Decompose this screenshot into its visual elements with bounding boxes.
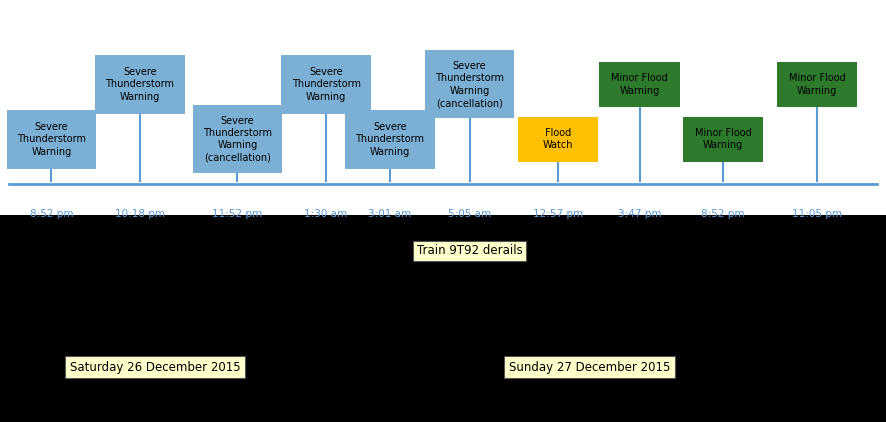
Text: 12:57 pm: 12:57 pm bbox=[533, 209, 583, 219]
Text: 1:30 am: 1:30 am bbox=[305, 209, 347, 219]
Text: 11:05 pm: 11:05 pm bbox=[792, 209, 842, 219]
FancyBboxPatch shape bbox=[0, 215, 886, 422]
FancyBboxPatch shape bbox=[682, 117, 763, 162]
Text: Severe
Thunderstorm
Warning: Severe Thunderstorm Warning bbox=[105, 67, 175, 102]
Text: 3:01 am: 3:01 am bbox=[369, 209, 411, 219]
Text: Severe
Thunderstorm
Warning: Severe Thunderstorm Warning bbox=[17, 122, 86, 157]
FancyBboxPatch shape bbox=[599, 62, 680, 107]
FancyBboxPatch shape bbox=[193, 105, 282, 173]
Text: 8:52 pm: 8:52 pm bbox=[701, 209, 745, 219]
Text: Train 9T92 derails: Train 9T92 derails bbox=[416, 244, 523, 257]
Text: Sunday 27 December 2015: Sunday 27 December 2015 bbox=[509, 361, 670, 373]
Text: 5:05 am: 5:05 am bbox=[448, 209, 491, 219]
Text: Minor Flood
Warning: Minor Flood Warning bbox=[611, 73, 668, 96]
Text: Saturday 26 December 2015: Saturday 26 December 2015 bbox=[70, 361, 240, 373]
FancyBboxPatch shape bbox=[517, 117, 598, 162]
Text: 3:47 pm: 3:47 pm bbox=[618, 209, 662, 219]
Text: Severe
Thunderstorm
Warning
(cancellation): Severe Thunderstorm Warning (cancellatio… bbox=[435, 61, 504, 108]
Text: Severe
Thunderstorm
Warning: Severe Thunderstorm Warning bbox=[291, 67, 361, 102]
Text: Flood
Watch: Flood Watch bbox=[543, 128, 573, 151]
FancyBboxPatch shape bbox=[776, 62, 857, 107]
Text: 10:18 pm: 10:18 pm bbox=[115, 209, 165, 219]
FancyBboxPatch shape bbox=[7, 109, 97, 169]
FancyBboxPatch shape bbox=[425, 50, 514, 118]
Text: Severe
Thunderstorm
Warning
(cancellation): Severe Thunderstorm Warning (cancellatio… bbox=[203, 116, 272, 163]
FancyBboxPatch shape bbox=[346, 109, 434, 169]
Text: Minor Flood
Warning: Minor Flood Warning bbox=[695, 128, 751, 151]
Text: 8:52 pm: 8:52 pm bbox=[29, 209, 74, 219]
Text: 11:52 pm: 11:52 pm bbox=[213, 209, 262, 219]
Text: Minor Flood
Warning: Minor Flood Warning bbox=[789, 73, 845, 96]
FancyBboxPatch shape bbox=[96, 54, 185, 114]
Text: Severe
Thunderstorm
Warning: Severe Thunderstorm Warning bbox=[355, 122, 424, 157]
FancyBboxPatch shape bbox=[282, 54, 370, 114]
